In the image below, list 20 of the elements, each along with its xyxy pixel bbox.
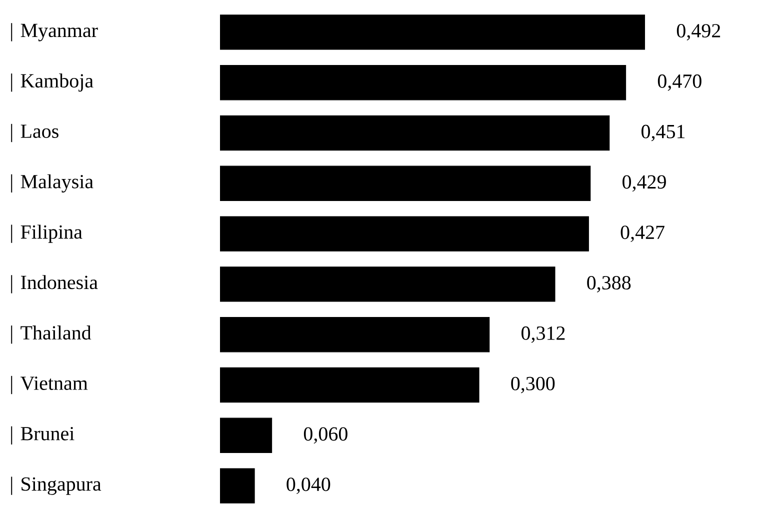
y-tick-label: | Laos xyxy=(11,124,58,142)
data-label: 0,388 xyxy=(587,276,631,292)
y-tick-label: | Vietnam xyxy=(11,376,88,394)
y-tick-label: | Brunei xyxy=(11,426,74,444)
y-tick-label: | Thailand xyxy=(11,326,92,344)
data-label: 0,427 xyxy=(620,226,664,242)
data-label: 0,451 xyxy=(642,124,685,142)
y-tick-label: | Filipina xyxy=(11,224,82,243)
data-label: 0,470 xyxy=(658,74,702,91)
data-label: 0,429 xyxy=(622,175,666,192)
y-tick-label: | Indonesia xyxy=(11,275,98,294)
data-label: 0,492 xyxy=(676,24,720,40)
data-label: 0,060 xyxy=(304,427,348,444)
data-label: 0,312 xyxy=(522,326,565,343)
y-tick-label: | Kamboja xyxy=(11,74,94,92)
data-label: 0,040 xyxy=(286,478,330,494)
y-tick-label: | Myanmar xyxy=(11,23,98,42)
y-tick-label: | Singapura xyxy=(11,476,102,495)
data-label: 0,300 xyxy=(511,376,555,394)
y-tick-label: | Malaysia xyxy=(11,174,94,192)
